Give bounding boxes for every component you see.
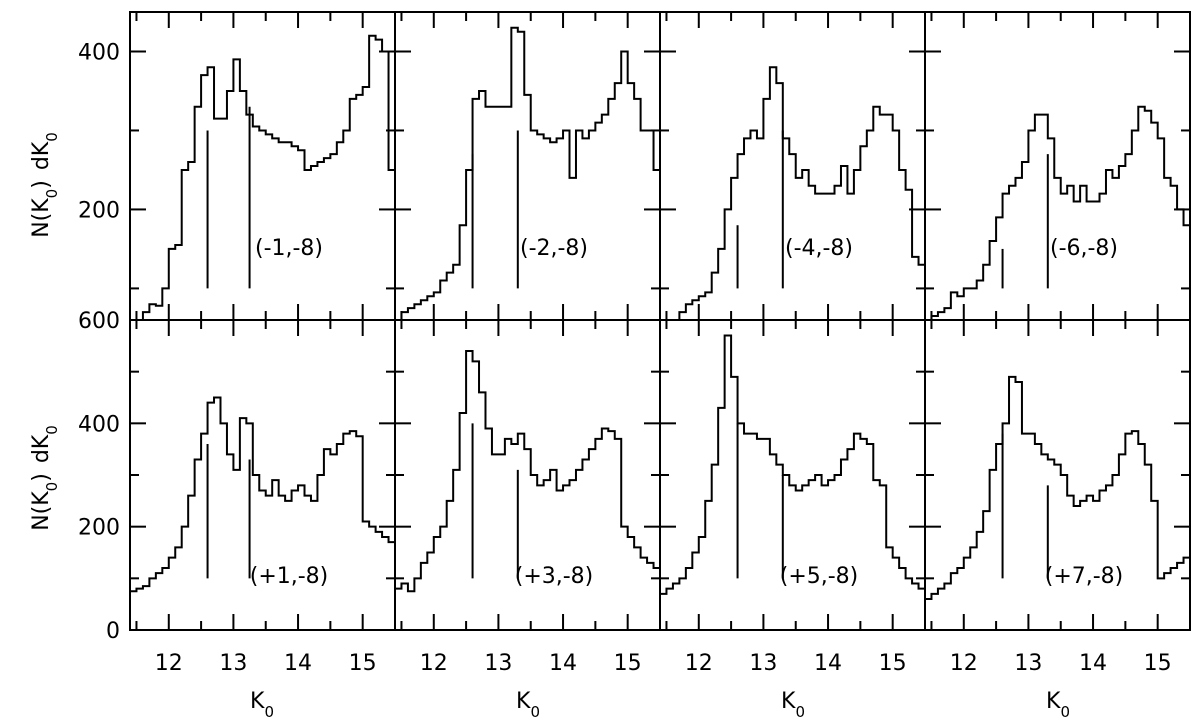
ticks-layer: [130, 12, 1190, 630]
panel-(-6,-8): (-6,-8): [925, 105, 1190, 320]
x-tick-label-12: 12: [155, 651, 183, 676]
y-axis-label-top: N(K0)dK0: [29, 132, 61, 238]
x-tick-label-13: 13: [219, 651, 247, 676]
plot-frame: [129, 11, 1191, 631]
y-tick-label-row2-0: 0: [106, 619, 120, 644]
histogram-(+1,-8): [130, 396, 395, 593]
panel-(+3,-8): (+3,-8): [395, 350, 660, 593]
x-tick-label-12: 12: [685, 651, 713, 676]
y-axis-label-bottom: N(K0)dK0: [29, 425, 61, 531]
panel-(+5,-8): (+5,-8): [660, 334, 925, 595]
y-tick-label-row1-400: 400: [78, 40, 120, 65]
panel-(+7,-8): (+7,-8): [925, 375, 1190, 600]
panel-(-2,-8): (-2,-8): [395, 26, 660, 320]
histogram-(-4,-8): [671, 66, 925, 320]
y-tick-label-row2-400: 400: [78, 412, 120, 437]
tick-labels-layer: 200 400 0 200 400 600 12 13 14 15 12 13 14 15 12 13 14 15…: [78, 40, 1172, 676]
histogram-(+5,-8): [660, 334, 925, 595]
x-tick-label-15: 15: [1144, 651, 1172, 676]
panel-label-(+7,-8): (+7,-8): [1045, 564, 1124, 589]
x-tick-label-14: 14: [814, 651, 842, 676]
panel-label-(-4,-8): (-4,-8): [785, 236, 853, 261]
panel-label-(-6,-8): (-6,-8): [1050, 236, 1118, 261]
x-tick-label-14: 14: [549, 651, 577, 676]
panels-layer: (-1,-8) (-2,-8) (-4,-8) (-6,-8) (+1,-8) (+3,-…: [130, 26, 1190, 600]
histogram-(+3,-8): [395, 350, 660, 593]
x-tick-label-15: 15: [614, 651, 642, 676]
x-tick-label-12: 12: [950, 651, 978, 676]
y-tick-label-row2-600: 600: [78, 309, 120, 334]
panel-(-1,-8): (-1,-8): [141, 34, 395, 320]
panel-label-(-2,-8): (-2,-8): [520, 236, 588, 261]
panel-label-(+5,-8): (+5,-8): [780, 564, 859, 589]
panel-label-(+3,-8): (+3,-8): [515, 564, 594, 589]
y-tick-label-row1-200: 200: [78, 198, 120, 223]
histogram-(-1,-8): [141, 34, 395, 320]
panel-label-(+1,-8): (+1,-8): [250, 564, 329, 589]
x-tick-label-13: 13: [484, 651, 512, 676]
x-tick-label-13: 13: [749, 651, 777, 676]
histogram-(+7,-8): [925, 375, 1190, 600]
x-tick-label-12: 12: [420, 651, 448, 676]
x-tick-label-15: 15: [349, 651, 377, 676]
x-axis-label-1: K0: [250, 689, 274, 721]
y-tick-label-row2-200: 200: [78, 516, 120, 541]
x-tick-label-14: 14: [1079, 651, 1107, 676]
histogram-(-6,-8): [925, 105, 1190, 320]
x-axis-label-3: K0: [781, 689, 805, 721]
panel-label-(-1,-8): (-1,-8): [255, 236, 323, 261]
x-axis-label-2: K0: [516, 689, 540, 721]
histogram-(-2,-8): [395, 26, 660, 320]
x-axis-label-4: K0: [1046, 689, 1070, 721]
x-tick-label-15: 15: [879, 651, 907, 676]
panel-(+1,-8): (+1,-8): [130, 396, 395, 593]
x-tick-label-14: 14: [284, 651, 312, 676]
panel-(-4,-8): (-4,-8): [671, 66, 925, 320]
x-tick-label-13: 13: [1014, 651, 1042, 676]
